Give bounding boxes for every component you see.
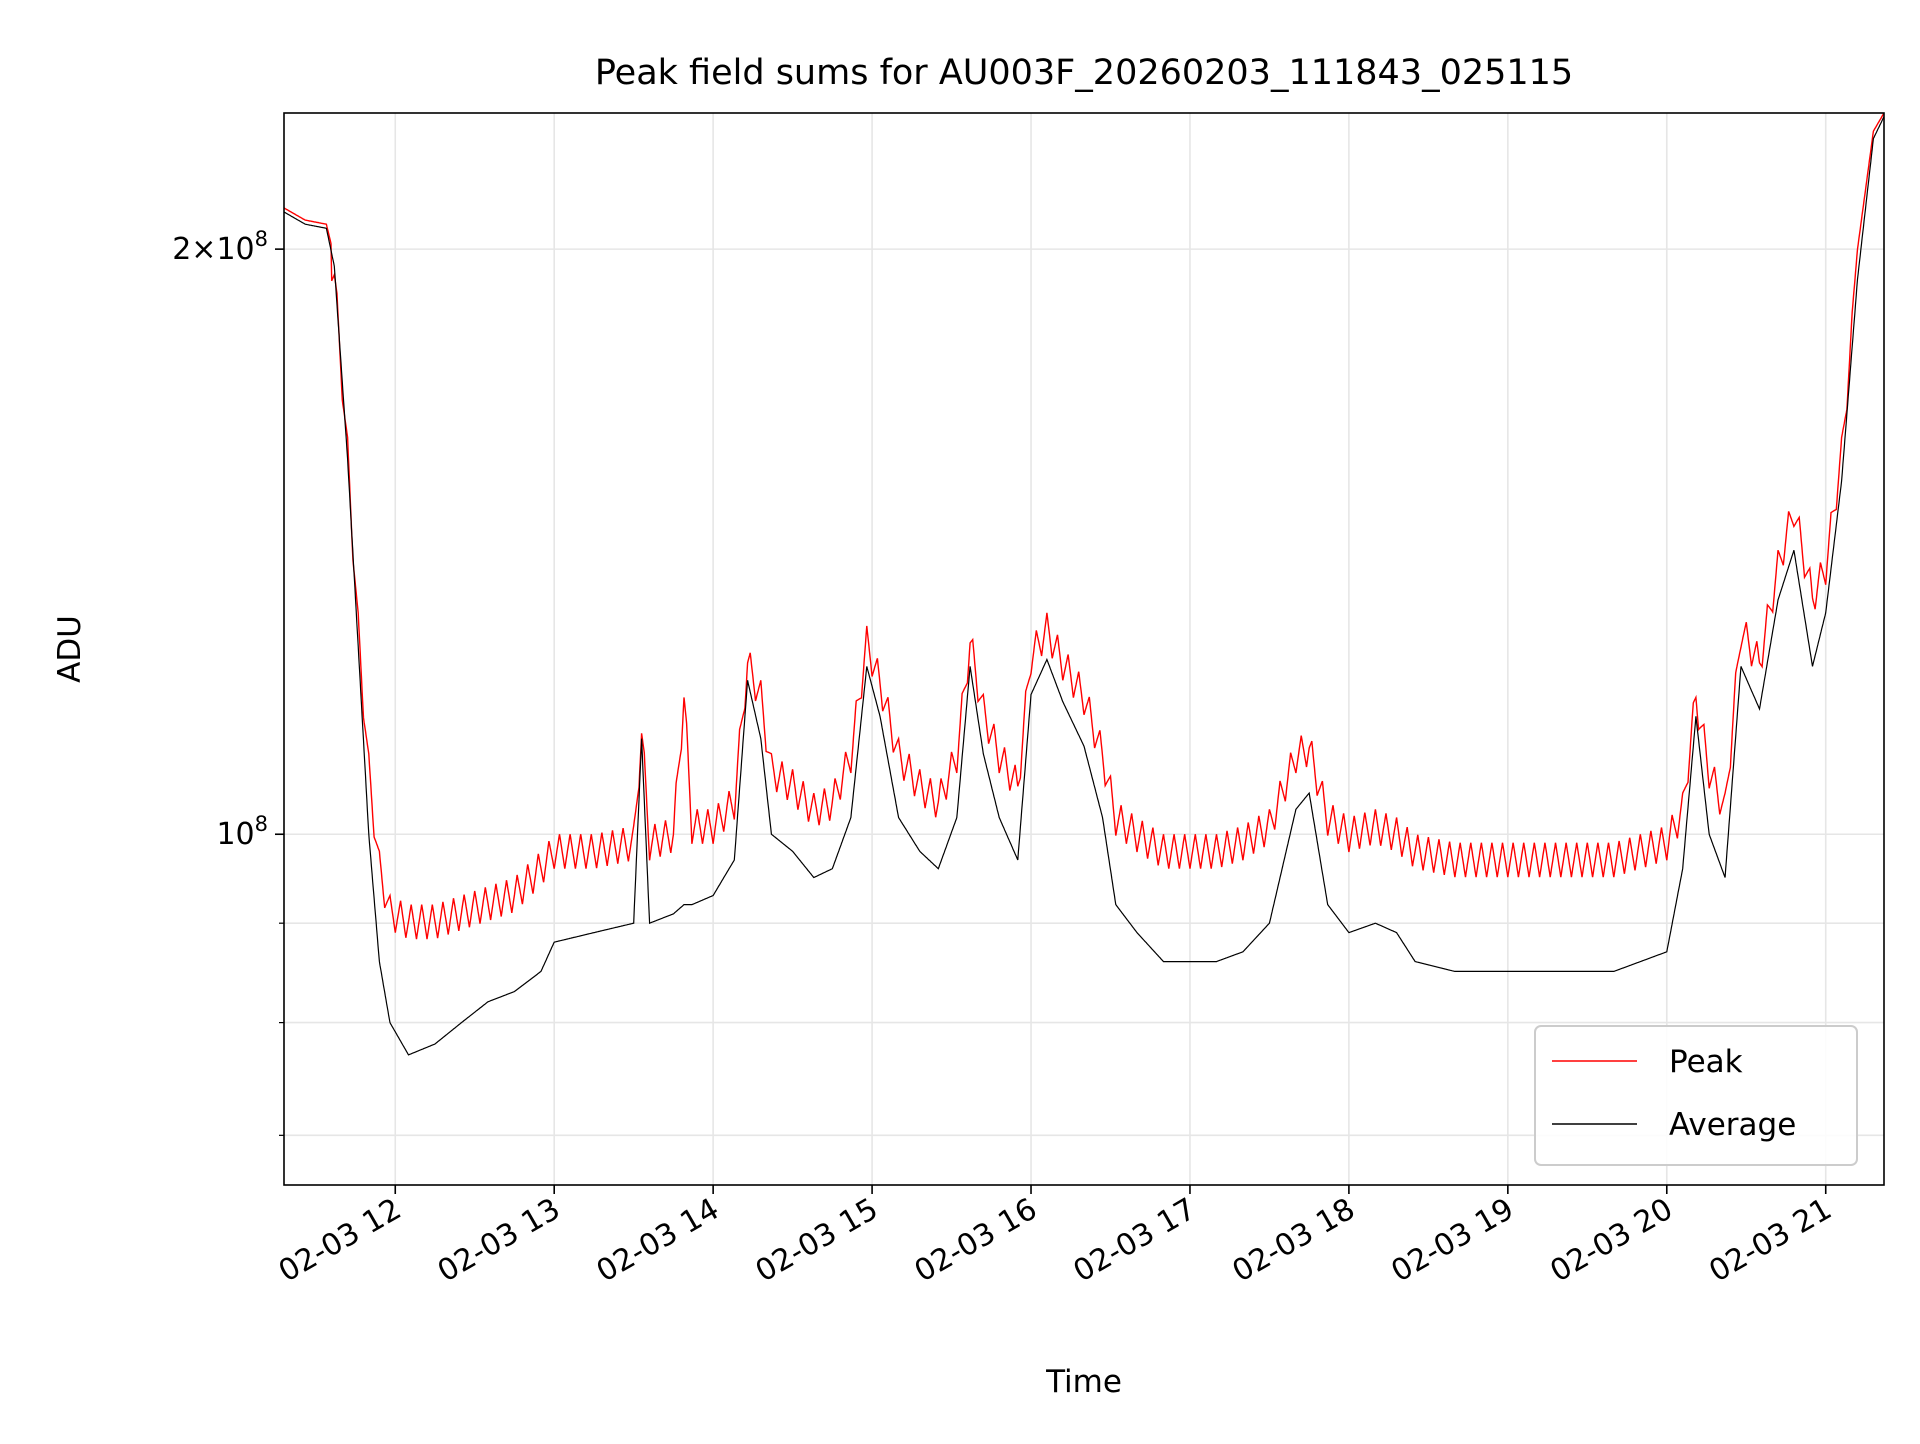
legend-label-average: Average <box>1669 1107 1796 1143</box>
legend-label-peak: Peak <box>1669 1044 1743 1080</box>
x-axis-label: Time <box>1045 1364 1122 1400</box>
plot-frame <box>283 112 1885 1186</box>
chart-title: Peak field sums for AU003F_20260203_1118… <box>595 53 1573 93</box>
legend: Peak Average <box>1534 1025 1858 1166</box>
series-line-average <box>283 116 1885 1056</box>
y-axis-ticks: 108 2×108 <box>172 227 284 1136</box>
y-axis-label: ADU <box>52 615 88 683</box>
y-tick-label: 108 <box>216 812 268 852</box>
series-layer <box>283 112 1885 1056</box>
series-line-peak <box>283 112 1885 940</box>
y-tick-label: 2×108 <box>172 227 268 267</box>
